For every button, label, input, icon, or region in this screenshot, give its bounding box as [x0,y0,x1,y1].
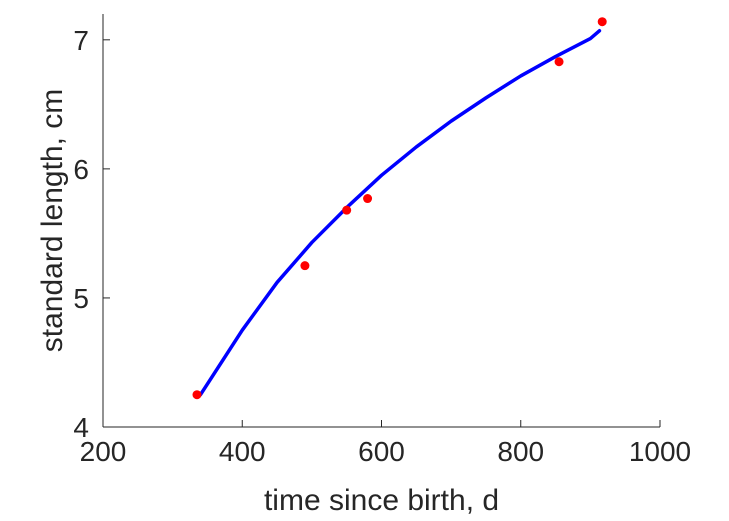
y-tick-label: 5 [73,283,89,314]
y-tick-label: 4 [73,412,89,443]
data-point [597,17,607,27]
x-tick-label: 800 [497,436,544,467]
data-point [192,390,202,400]
x-tick-label: 1000 [629,436,691,467]
x-axis-title: time since birth, d [264,484,499,517]
data-point [300,261,310,271]
x-tick-label: 400 [219,436,266,467]
data-point [363,194,373,204]
x-tick-label: 200 [80,436,127,467]
plot-area: 200 400 600 800 1000 4 5 6 7 [73,14,691,467]
data-point [554,57,564,67]
y-tick-label: 6 [73,154,89,185]
data-point [342,205,352,215]
fit-curve-line [198,29,602,397]
y-axis-title: standard length, cm [36,89,69,352]
y-tick-label: 7 [73,25,89,56]
x-tick-label: 600 [358,436,405,467]
